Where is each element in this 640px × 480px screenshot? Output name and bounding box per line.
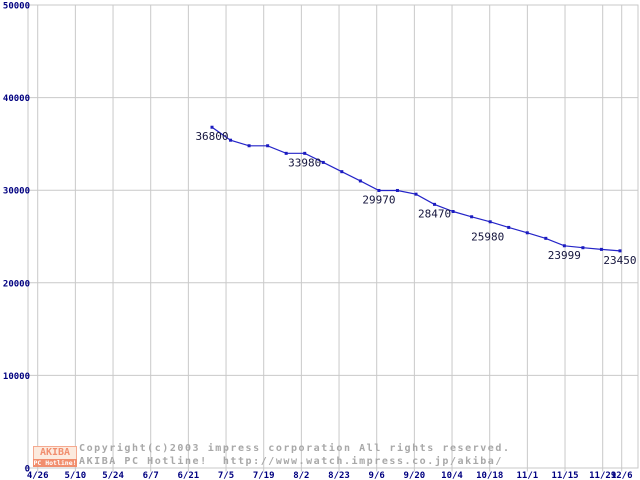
copyright-line-1: Copyright(c)2003 impress corporation All…: [79, 443, 511, 454]
svg-text:11/1: 11/1: [517, 471, 539, 480]
svg-text:8/23: 8/23: [328, 471, 350, 480]
svg-text:10/4: 10/4: [441, 471, 463, 480]
svg-text:11/29: 11/29: [589, 471, 616, 480]
svg-text:30000: 30000: [3, 187, 30, 197]
svg-text:7/19: 7/19: [253, 471, 275, 480]
plot-border: [27, 4, 639, 469]
svg-text:33980: 33980: [288, 156, 321, 169]
svg-text:7/5: 7/5: [218, 471, 234, 480]
svg-text:50000: 50000: [3, 2, 30, 12]
point-value-labels: 36800 33980 29970 28470 25980 23999 23450: [195, 130, 636, 267]
svg-text:0: 0: [25, 465, 30, 475]
svg-text:6/21: 6/21: [178, 471, 200, 480]
svg-text:28470: 28470: [418, 207, 451, 220]
svg-text:20000: 20000: [3, 279, 30, 289]
price-line: [211, 126, 621, 252]
svg-text:12/6: 12/6: [611, 471, 633, 480]
svg-text:9/20: 9/20: [404, 471, 426, 480]
akiba-logo-text: AKIBA: [33, 446, 77, 459]
svg-text:11/15: 11/15: [551, 471, 578, 480]
x-axis-labels: 4/26 5/10 5/24 6/7 6/21 7/5 7/19 8/2 8/23 9/6 9/20…: [27, 471, 633, 480]
svg-text:36800: 36800: [195, 130, 228, 143]
svg-text:10/18: 10/18: [476, 471, 503, 480]
data-point-markers: [210, 125, 622, 253]
svg-text:5/10: 5/10: [65, 471, 87, 480]
svg-text:8/2: 8/2: [293, 471, 309, 480]
copyright-line-2: AKIBA PC Hotline! http://www.watch.impre…: [79, 456, 503, 467]
y-axis-labels: 0 10000 20000 30000 40000 50000: [3, 2, 30, 475]
svg-text:9/6: 9/6: [369, 471, 385, 480]
svg-text:5/24: 5/24: [102, 471, 124, 480]
akiba-pc-hotline-logo: AKIBA PC Hotline!: [33, 446, 77, 467]
svg-text:6/7: 6/7: [143, 471, 159, 480]
svg-text:25980: 25980: [471, 230, 504, 243]
pc-hotline-logo-text: PC Hotline!: [33, 459, 77, 467]
svg-text:4/26: 4/26: [27, 471, 49, 480]
svg-text:40000: 40000: [3, 94, 30, 104]
svg-text:10000: 10000: [3, 372, 30, 382]
svg-text:23999: 23999: [548, 249, 581, 262]
svg-text:23450: 23450: [603, 254, 636, 267]
svg-text:29970: 29970: [362, 193, 395, 206]
